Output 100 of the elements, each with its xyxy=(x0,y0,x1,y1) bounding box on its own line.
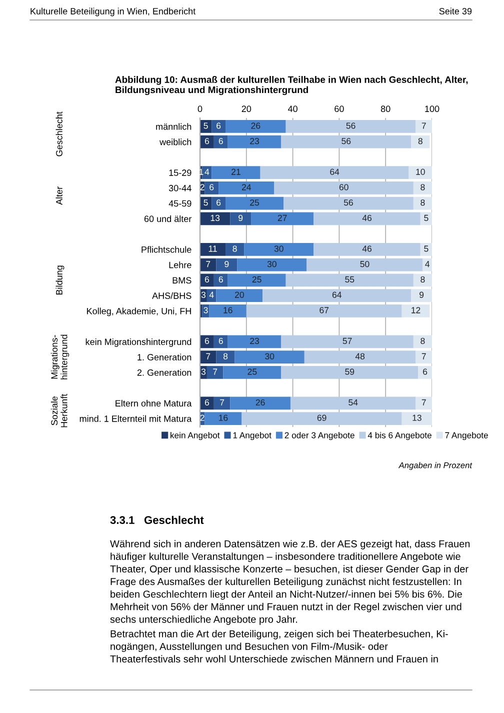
bar xyxy=(413,335,432,348)
legend-label: 4 bis 6 Angebote xyxy=(368,432,432,440)
text: Betrachtet man die Art der Beteiligung, zeigen sich bei Theaterbesuchen, Ki- nogängen, Ausstellungen und Besuchen von Film-/Musik- oder Theaterfestivals sehr wohl Unterschiede zwischen Männern und Frauen in xyxy=(110,630,448,663)
data-label: 23 xyxy=(250,138,259,144)
data-label: 13 xyxy=(412,414,422,421)
data-label: 50 xyxy=(360,260,370,268)
bar xyxy=(200,258,216,272)
bar xyxy=(420,212,432,226)
bar xyxy=(212,120,226,133)
bar xyxy=(286,274,414,287)
data-label: 6 xyxy=(204,338,210,344)
data-label: 46 xyxy=(362,246,372,252)
y-tick-label: AHS/BHS xyxy=(152,292,192,299)
data-label: 26 xyxy=(256,399,265,406)
data-label: 30 xyxy=(265,353,274,360)
bar xyxy=(237,258,307,272)
y-tick-label: mind. 1 Elternteil mit Matura xyxy=(80,415,192,422)
data-label: 23 xyxy=(250,338,259,344)
bar xyxy=(416,396,432,410)
text: Migrations- hintergrund xyxy=(50,334,70,380)
bar xyxy=(212,166,260,180)
data-label: 5 xyxy=(424,246,428,252)
y-tick-label: kein Migrationshintergrund xyxy=(86,338,192,347)
data-label: 11 xyxy=(208,246,217,252)
bar xyxy=(244,242,314,256)
text: 3.3.1 Geschlecht xyxy=(110,516,204,524)
x-tick-label: 0 xyxy=(198,106,202,112)
data-label: 27 xyxy=(278,214,287,221)
data-label: 8 xyxy=(420,184,425,190)
data-label: 3 xyxy=(201,292,206,298)
bar xyxy=(214,135,228,148)
data-label: 7 xyxy=(422,399,426,406)
data-label: 16 xyxy=(224,307,232,314)
data-label: 4 xyxy=(209,292,214,298)
bar xyxy=(214,396,230,410)
text: Seite 39 xyxy=(439,8,472,14)
y-tick-label: Kolleg, Akademie, Uni, FH xyxy=(87,308,191,316)
bar xyxy=(216,350,235,364)
text: Angaben in Prozent xyxy=(398,462,472,470)
data-label: 6 xyxy=(216,199,221,206)
data-label: 67 xyxy=(320,307,329,314)
x-tick-label: 100 xyxy=(425,106,440,112)
data-label: 4 xyxy=(425,261,430,268)
legend-label: 2 oder 3 Angebote xyxy=(284,432,354,440)
text: Während sich in anderen Datensätzen wie z.B. der AES gezeigt hat, dass Frauen häufiger kulturelle Veranstaltungen – insbesondere traditionellere Angebote wie Theater, Oper und klassische Konzerte – besuchen, ist dieser Gender Gap in der Frage des Ausmaßes der kulturellen Beteiligung zunächst nicht festzustellen: In beiden Geschlechtern liegt der Anteil an Nicht-Nutzer/-innen bei 5% bis 6%. Die Mehrheit von 56% der Männer und Frauen nutzt in der Regel zwischen vier und sechs unterschiedliche Angebote pro Jahr. xyxy=(110,540,470,625)
bar xyxy=(200,135,214,148)
bar xyxy=(216,289,263,302)
y-tick-label: 15-29 xyxy=(169,170,192,176)
text: Alter xyxy=(56,186,62,205)
data-label: 64 xyxy=(332,292,342,298)
data-label: 24 xyxy=(242,184,252,190)
y-tick-label: Lehre xyxy=(169,262,192,268)
bar xyxy=(260,166,409,180)
bar xyxy=(214,274,228,287)
data-label: 69 xyxy=(317,414,326,421)
bar xyxy=(200,335,214,348)
bar xyxy=(281,135,412,148)
bar xyxy=(416,120,432,133)
y-tick-label: Pflichtschule xyxy=(142,246,192,253)
text: Kulturelle Beteiligung in Wien, Endbericht xyxy=(30,8,196,16)
bar xyxy=(402,412,432,425)
y-tick-label: BMS xyxy=(172,277,192,284)
data-label: 7 xyxy=(206,261,210,268)
bar xyxy=(226,120,286,133)
y-tick-label: 30-44 xyxy=(168,184,192,192)
data-label: 26 xyxy=(251,122,260,129)
bar xyxy=(411,135,430,148)
data-label: 6 xyxy=(423,368,428,375)
bar xyxy=(251,212,314,226)
data-label: 7 xyxy=(206,353,210,360)
data-label: 59 xyxy=(345,368,354,375)
legend-label: 1 Angebot xyxy=(233,432,272,440)
data-label: 25 xyxy=(252,276,262,283)
bar xyxy=(290,396,416,410)
text: Bildung xyxy=(56,266,64,295)
data-label: 64 xyxy=(330,168,340,175)
data-label: 21 xyxy=(232,168,240,175)
data-label: 12 xyxy=(412,307,420,314)
data-label: 9 xyxy=(420,292,424,298)
data-label: 56 xyxy=(344,199,353,206)
bar xyxy=(200,242,226,256)
data-label: 6 xyxy=(216,122,221,129)
data-label: 8 xyxy=(420,338,425,344)
data-label: 8 xyxy=(418,138,422,144)
bar xyxy=(411,289,432,302)
bar xyxy=(402,304,430,318)
data-label: 55 xyxy=(345,276,354,283)
bar xyxy=(226,196,284,210)
data-label: 46 xyxy=(362,214,372,222)
bar xyxy=(228,335,282,348)
data-label: 48 xyxy=(355,353,365,360)
bar xyxy=(228,274,286,287)
bar xyxy=(200,274,214,287)
bar xyxy=(200,350,216,364)
bar xyxy=(200,396,214,410)
bar xyxy=(246,304,402,318)
data-label: 54 xyxy=(348,399,358,406)
data-label: 3 xyxy=(201,368,206,375)
data-label: 8 xyxy=(420,276,425,283)
data-label: 7 xyxy=(422,353,426,360)
